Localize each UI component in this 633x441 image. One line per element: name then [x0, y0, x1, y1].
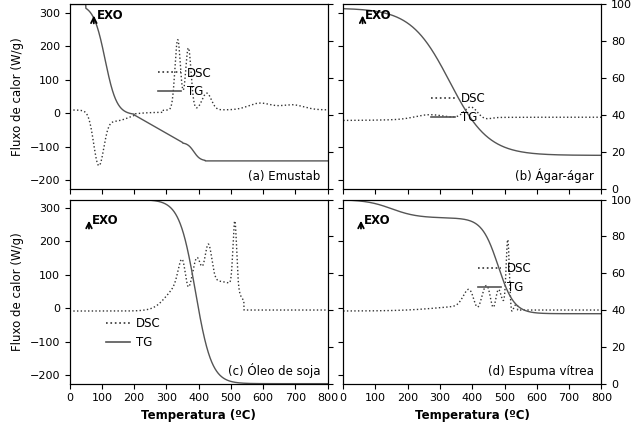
Line: DSC: DSC	[70, 40, 328, 166]
DSC	[319, 307, 327, 313]
DSC	[598, 115, 605, 120]
TG	[565, 153, 572, 158]
DSC	[165, 291, 172, 296]
TG	[339, 197, 347, 202]
Line: TG: TG	[70, 4, 328, 161]
TG	[291, 158, 299, 164]
DSC	[439, 113, 446, 119]
Line: TG: TG	[70, 200, 328, 384]
TG	[319, 158, 327, 164]
TG	[165, 203, 172, 209]
TG	[592, 311, 600, 316]
DSC	[319, 107, 327, 112]
DSC	[324, 107, 332, 112]
DSC	[176, 56, 184, 62]
TG	[384, 11, 392, 17]
TG	[66, 197, 73, 202]
TG	[339, 6, 347, 11]
TG	[96, 30, 103, 36]
TG	[96, 197, 103, 202]
DSC	[384, 308, 392, 313]
TG	[324, 381, 332, 386]
Legend: DSC, TG: DSC, TG	[473, 257, 537, 299]
DSC	[369, 308, 377, 314]
Line: DSC: DSC	[343, 107, 601, 120]
TG	[439, 65, 446, 70]
Y-axis label: Fluxo de calor (W/g): Fluxo de calor (W/g)	[11, 37, 24, 156]
Text: (a) Emustab: (a) Emustab	[248, 170, 320, 183]
Line: TG: TG	[343, 200, 601, 314]
TG	[111, 93, 118, 99]
TG	[291, 381, 299, 386]
DSC	[95, 163, 103, 168]
DSC	[565, 115, 572, 120]
Text: (b) Ágar-ágar: (b) Ágar-ágar	[515, 168, 594, 183]
DSC	[504, 237, 511, 242]
DSC	[592, 307, 600, 313]
DSC	[66, 308, 73, 314]
DSC	[291, 102, 299, 108]
Line: TG: TG	[343, 9, 601, 155]
TG	[449, 216, 457, 221]
Text: EXO: EXO	[92, 214, 118, 228]
DSC	[165, 107, 172, 112]
TG	[598, 153, 605, 158]
DSC	[324, 307, 332, 313]
TG	[598, 311, 605, 316]
Text: EXO: EXO	[96, 9, 123, 22]
DSC	[231, 218, 239, 224]
DSC	[174, 37, 182, 42]
TG	[66, 2, 73, 7]
Legend: DSC, TG: DSC, TG	[153, 62, 216, 103]
TG	[201, 158, 209, 164]
DSC	[339, 118, 347, 123]
X-axis label: Temperatura (ºC): Temperatura (ºC)	[141, 409, 256, 422]
TG	[324, 158, 332, 164]
DSC	[66, 107, 73, 112]
DSC	[449, 114, 457, 120]
DSC	[565, 307, 572, 313]
DSC	[96, 163, 103, 168]
DSC	[111, 119, 118, 124]
X-axis label: Temperatura (ºC): Temperatura (ºC)	[415, 409, 530, 422]
DSC	[384, 117, 392, 123]
DSC	[369, 117, 377, 123]
DSC	[291, 307, 299, 313]
Text: (d) Espuma vítrea: (d) Espuma vítrea	[488, 365, 594, 378]
TG	[319, 381, 327, 386]
Legend: DSC, TG: DSC, TG	[101, 312, 165, 354]
Line: DSC: DSC	[70, 221, 328, 311]
DSC	[439, 305, 446, 310]
DSC	[449, 303, 457, 309]
TG	[449, 86, 457, 91]
DSC	[176, 261, 184, 266]
TG	[111, 197, 118, 202]
TG	[369, 200, 377, 206]
TG	[592, 153, 600, 158]
TG	[369, 8, 377, 13]
TG	[176, 138, 184, 144]
TG	[165, 132, 172, 137]
Legend: DSC, TG: DSC, TG	[427, 88, 491, 129]
Text: (c) Óleo de soja: (c) Óleo de soja	[227, 363, 320, 378]
Line: DSC: DSC	[343, 239, 601, 311]
DSC	[598, 307, 605, 313]
DSC	[111, 308, 118, 314]
DSC	[467, 105, 474, 110]
Y-axis label: Fluxo de calor (W/g): Fluxo de calor (W/g)	[11, 232, 24, 351]
DSC	[508, 309, 516, 314]
DSC	[592, 115, 600, 120]
DSC	[96, 308, 103, 314]
TG	[384, 205, 392, 210]
Text: EXO: EXO	[365, 9, 392, 22]
DSC	[339, 308, 347, 314]
TG	[176, 220, 184, 225]
TG	[439, 215, 446, 220]
Text: EXO: EXO	[363, 214, 390, 228]
TG	[565, 311, 572, 316]
